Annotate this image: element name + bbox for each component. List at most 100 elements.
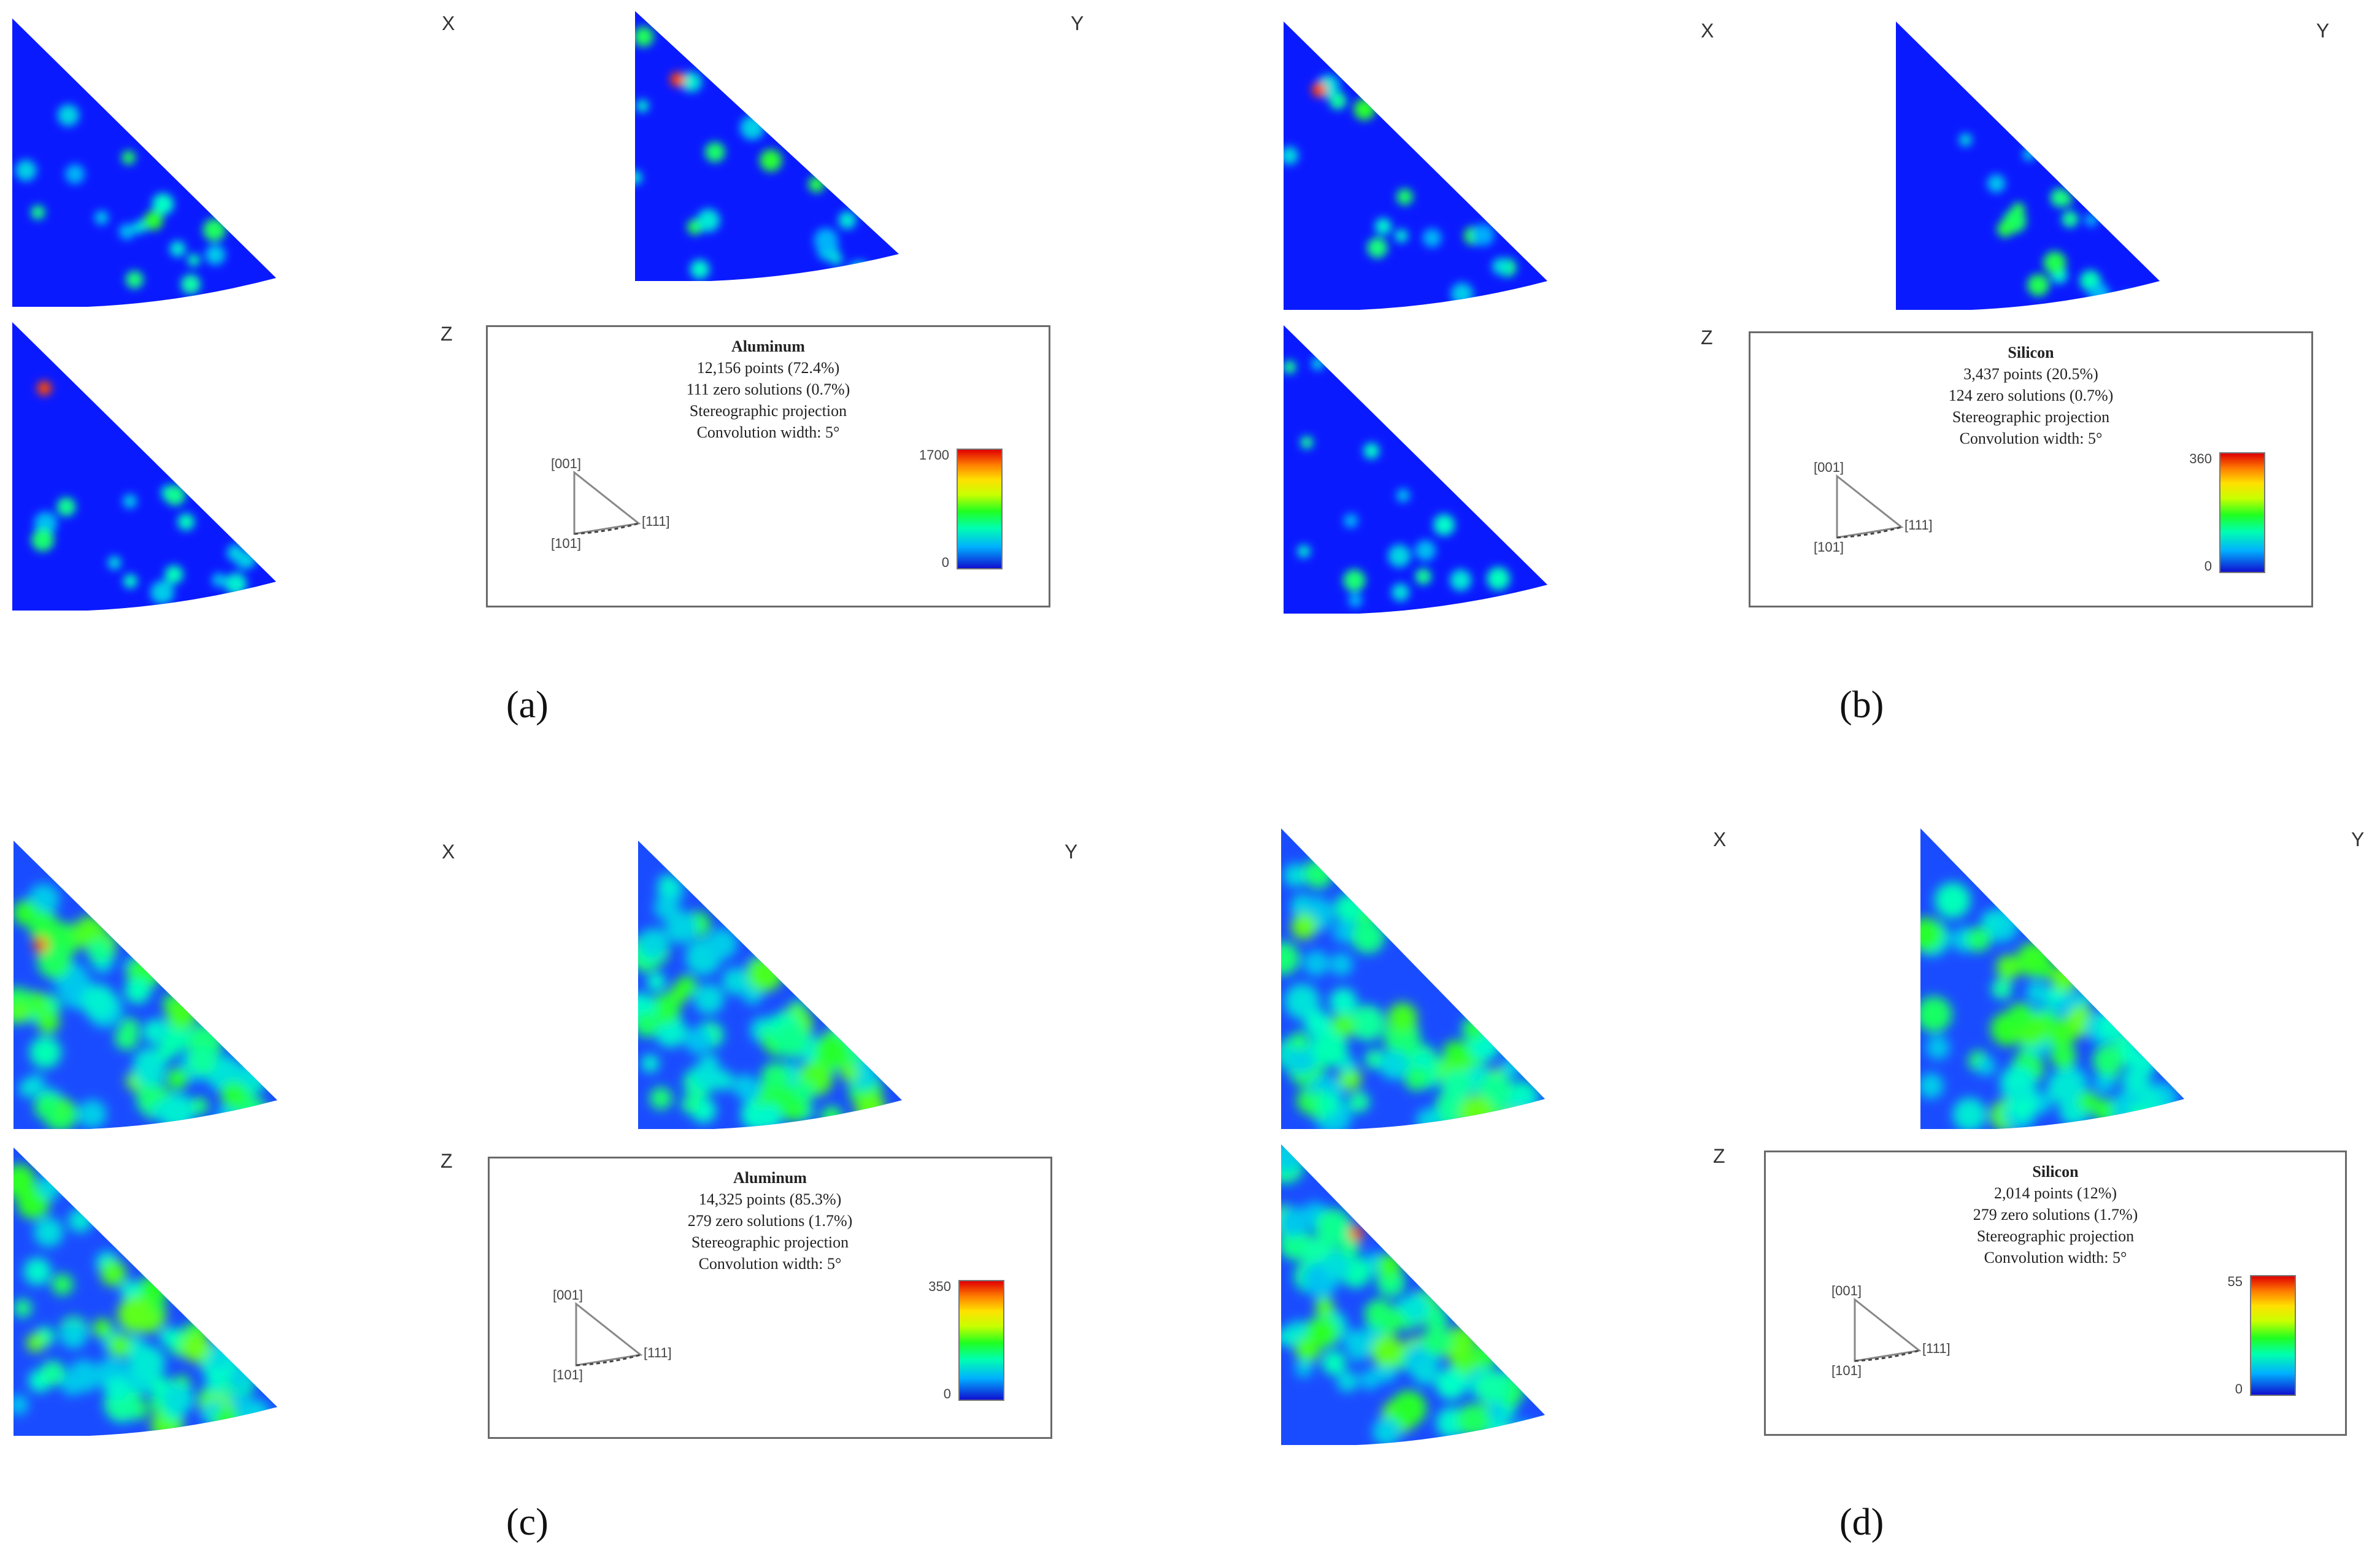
ipf-intensity-spot [212, 572, 226, 587]
ipf-intensity-spot [125, 977, 151, 1004]
ipf-background [12, 322, 276, 611]
legend-text-block: Aluminum 12,156 points (72.4%) 111 zero so… [488, 336, 1049, 443]
ipf-intensity-spot [108, 1334, 131, 1357]
ipf-intensity-spot [169, 241, 186, 257]
ipf-intensity-spot [187, 1045, 217, 1076]
legend-convolution-width: Convolution width: 5° [696, 423, 840, 441]
axis-label-y: Y [2316, 20, 2330, 42]
ipf-intensity-spot [164, 565, 183, 584]
key-arc [574, 522, 639, 535]
color-scale-bar [958, 1280, 1004, 1401]
color-scale-bar [957, 449, 1003, 569]
legend-convolution-width: Convolution width: 5° [1959, 430, 2103, 447]
ipf-background [1284, 325, 1547, 614]
ipf-intensity-spot [1396, 488, 1410, 503]
ipf-intensity-spot [233, 1415, 254, 1436]
ipf-intensity-spot [117, 1296, 155, 1333]
legend-zero-solutions: 279 zero solutions (1.7%) [687, 1212, 853, 1230]
ipf-intensity-spot [13, 1002, 29, 1020]
ipf-intensity-spot [2011, 202, 2025, 216]
color-scale-min: 0 [943, 1386, 951, 1401]
ipf-intensity-spot [693, 984, 724, 1014]
ipf-intensity-spot [105, 1376, 129, 1401]
ipf-intensity-spot [2047, 1019, 2076, 1049]
ipf-map-y-0 [635, 11, 899, 281]
ipf-intensity-spot [1920, 1073, 1944, 1099]
legend-zero-solutions: 279 zero solutions (1.7%) [1973, 1206, 2138, 1224]
key-label-001: [001] [1814, 460, 1844, 475]
ipf-intensity-spot [820, 1106, 843, 1128]
legend-projection: Stereographic projection [691, 1233, 849, 1251]
axis-label-x: X [442, 841, 455, 863]
ipf-intensity-spot [238, 1063, 264, 1089]
ipf-intensity-spot [684, 1027, 712, 1054]
ipf-intensity-spot [1338, 1237, 1360, 1259]
ipf-intensity-spot [225, 572, 247, 595]
ipf-peak-spot [1390, 897, 1406, 912]
key-label-111: [111] [644, 1345, 672, 1360]
ipf-intensity-spot [665, 911, 698, 944]
ipf-intensity-spot [213, 1408, 239, 1434]
ipf-intensity-spot [2112, 1114, 2132, 1129]
color-scale-max: 350 [928, 1279, 951, 1294]
ipf-peak-spot [1987, 866, 2002, 881]
key-label-101: [101] [1814, 539, 1844, 555]
ipf-intensity-spot [100, 1260, 126, 1287]
key-arc [1854, 1349, 1920, 1362]
ipf-intensity-spot [1281, 1206, 1309, 1237]
ipf-intensity-spot [1284, 360, 1296, 374]
ipf-intensity-spot [636, 99, 649, 112]
color-scale-min: 0 [941, 555, 949, 570]
ipf-intensity-spot [1422, 228, 1442, 248]
ipf-intensity-spot [1363, 443, 1380, 459]
legend-points-count: 3,437 points (20.5%) [1963, 365, 2098, 383]
ipf-intensity-spot [61, 1374, 83, 1396]
ipf-intensity-spot [1415, 540, 1436, 561]
ipf-intensity-spot [1348, 1091, 1370, 1113]
ipf-intensity-spot [2023, 148, 2035, 161]
ipf-background [12, 18, 276, 307]
legend-points-count: 2,014 points (12%) [1993, 1184, 2117, 1202]
ipf-intensity-spot [2062, 210, 2079, 228]
axis-label-x: X [442, 12, 455, 34]
ipf-intensity-spot [1387, 1003, 1418, 1033]
ipf-intensity-spot [1487, 567, 1511, 590]
ipf-intensity-spot [1981, 911, 2000, 930]
ipf-peak-spot [123, 1170, 139, 1185]
ipf-intensity-spot [699, 1054, 719, 1074]
legend-text-block: Aluminum 14,325 points (85.3%) 279 zero so… [490, 1167, 1050, 1274]
ipf-intensity-spot [158, 1093, 195, 1129]
ipf-intensity-spot [774, 1022, 809, 1058]
ipf-map-y-1 [1896, 21, 2160, 310]
ipf-intensity-spot [722, 967, 750, 995]
ipf-intensity-spot [1311, 357, 1325, 370]
ipf-intensity-spot [1315, 1208, 1352, 1245]
ipf-intensity-spot [1395, 229, 1408, 243]
axis-label-x: X [1713, 828, 1727, 850]
ipf-peak-spot [1311, 82, 1327, 98]
ipf-intensity-spot [1344, 514, 1358, 528]
ipf-intensity-spot [205, 244, 226, 265]
ipf-intensity-spot [2078, 1091, 2099, 1112]
ipf-intensity-spot [60, 1320, 88, 1349]
ipf-intensity-spot [202, 218, 226, 242]
ipf-intensity-spot [19, 1079, 37, 1098]
ipf-intensity-spot [107, 556, 121, 570]
ipf-intensity-spot [37, 944, 72, 979]
ipf-intensity-spot [52, 1273, 74, 1295]
ipf-intensity-spot [841, 1063, 860, 1082]
ipf-intensity-spot [37, 1174, 62, 1200]
ipf-color-key-triangle: [001] [101] [111] [1814, 460, 1933, 555]
key-outline [1836, 474, 1904, 539]
ipf-intensity-spot [704, 142, 725, 163]
ipf-intensity-spot [1304, 1010, 1332, 1038]
ipf-intensity-spot [187, 253, 200, 267]
ipf-intensity-spot [166, 998, 198, 1030]
ipf-intensity-spot [177, 513, 195, 531]
ipf-intensity-spot [227, 1416, 256, 1436]
ipf-intensity-spot [774, 1084, 797, 1107]
ipf-intensity-spot [2051, 965, 2079, 992]
axis-label-x: X [1701, 20, 1714, 42]
ipf-intensity-spot [1441, 1069, 1474, 1102]
ipf-intensity-spot [1281, 1328, 1295, 1346]
